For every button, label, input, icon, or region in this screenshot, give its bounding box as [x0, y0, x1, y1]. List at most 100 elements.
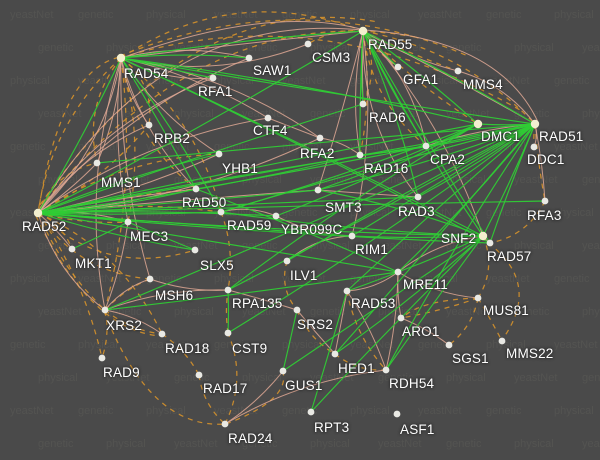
- edge-outer-arc: [37, 27, 363, 213]
- graph-node-gus1[interactable]: [279, 367, 287, 375]
- graph-node-ctf4[interactable]: [264, 114, 272, 122]
- watermark-text: physical: [242, 174, 282, 186]
- edge-coexpression: [127, 221, 196, 251]
- graph-node-xrs2[interactable]: [101, 306, 109, 314]
- watermark-text: physical: [446, 174, 486, 186]
- edge-coexpression: [120, 54, 250, 59]
- graph-node-aro1[interactable]: [397, 314, 405, 322]
- graph-node-mms22[interactable]: [498, 337, 506, 345]
- watermark-text: genetic: [146, 75, 182, 87]
- edge-coexpression: [37, 212, 353, 237]
- graph-node-rfa1[interactable]: [209, 74, 217, 82]
- graph-node-cst9[interactable]: [224, 329, 232, 337]
- edge-genetic: [534, 123, 546, 202]
- graph-node-csm3[interactable]: [304, 40, 312, 48]
- graph-node-rad18[interactable]: [158, 330, 166, 338]
- graph-node-rad50[interactable]: [192, 185, 200, 193]
- graph-node-rad24[interactable]: [221, 420, 229, 428]
- edge-coexpression: [227, 123, 536, 334]
- edge-coexpression: [489, 123, 536, 244]
- edge-coexpression: [227, 123, 536, 291]
- graph-node-saw1[interactable]: [245, 54, 253, 62]
- graph-node-msh6[interactable]: [146, 275, 154, 283]
- graph-node-sgs1[interactable]: [445, 341, 453, 349]
- edge-physical: [317, 189, 419, 198]
- edge-coexpression: [362, 30, 399, 68]
- graph-node-ddc1[interactable]: [530, 143, 538, 151]
- edge-coexpression: [120, 57, 536, 125]
- watermark-text: physical: [582, 306, 600, 318]
- graph-node-yhb1[interactable]: [215, 150, 223, 158]
- edge-coexpression: [359, 123, 536, 156]
- graph-node-srs2[interactable]: [293, 306, 301, 314]
- graph-node-mec3[interactable]: [124, 218, 132, 226]
- graph-node-rpa135[interactable]: [224, 286, 232, 294]
- edge-physical: [346, 271, 399, 292]
- edge-genetic: [477, 235, 490, 299]
- watermark-text: yeastNet: [582, 240, 600, 252]
- graph-node-rad6[interactable]: [359, 100, 367, 108]
- graph-node-mms4[interactable]: [454, 67, 462, 75]
- graph-node-dmc1[interactable]: [473, 119, 483, 129]
- edge-coexpression: [346, 123, 536, 292]
- watermark-text: genetic: [10, 339, 46, 351]
- graph-node-rad17[interactable]: [195, 371, 203, 379]
- edge-genetic: [37, 162, 98, 214]
- watermark-text: yeastNet: [554, 339, 597, 351]
- graph-node-snf2[interactable]: [478, 231, 488, 241]
- edge-physical: [37, 117, 269, 214]
- watermark-text: physical: [418, 273, 458, 285]
- graph-node-asf1[interactable]: [393, 410, 401, 418]
- edge-physical: [104, 278, 151, 311]
- graph-node-rpt3[interactable]: [307, 408, 315, 416]
- edge-coexpression: [346, 271, 399, 292]
- graph-node-rad52[interactable]: [33, 208, 43, 218]
- graph-node-rad53[interactable]: [343, 287, 351, 295]
- watermark-text: genetic: [310, 306, 346, 318]
- graph-node-rad3[interactable]: [414, 193, 422, 201]
- watermark-text: physical: [310, 438, 350, 450]
- watermark-text: yeastNet: [554, 141, 597, 153]
- watermark-text: yeastNet: [350, 141, 393, 153]
- graph-node-mre11[interactable]: [394, 268, 402, 276]
- graph-node-rpb2[interactable]: [145, 121, 153, 129]
- edge-genetic: [225, 289, 229, 334]
- watermark-text: physical: [106, 438, 146, 450]
- graph-node-mkt1[interactable]: [68, 245, 76, 253]
- edge-physical: [104, 221, 129, 311]
- graph-node-rim1[interactable]: [348, 232, 356, 240]
- watermark-text: physical: [514, 42, 554, 54]
- edge-outer-arc: [364, 29, 539, 123]
- edge-coexpression: [385, 235, 484, 371]
- graph-node-cpa2[interactable]: [422, 142, 430, 150]
- graph-node-hed1[interactable]: [331, 350, 339, 358]
- watermark-text: yeastNet: [38, 306, 81, 318]
- graph-node-rad54[interactable]: [116, 53, 126, 63]
- edge-outer-arc: [35, 215, 161, 337]
- graph-node-rad59[interactable]: [217, 208, 225, 216]
- graph-node-ilv1[interactable]: [283, 257, 291, 265]
- graph-node-smt3[interactable]: [314, 186, 322, 194]
- edge-coexpression: [362, 30, 491, 244]
- graph-node-rfa2[interactable]: [316, 134, 324, 142]
- graph-node-ybr099c[interactable]: [272, 212, 280, 220]
- graph-node-rfa3[interactable]: [541, 197, 549, 205]
- graph-node-rad51[interactable]: [530, 119, 540, 129]
- edge-outer-arc: [119, 35, 521, 111]
- graph-node-mms1[interactable]: [93, 159, 101, 167]
- graph-node-rad57[interactable]: [486, 239, 494, 247]
- graph-node-gfa1[interactable]: [394, 63, 402, 71]
- watermark-text: physical: [174, 306, 214, 318]
- edge-genetic: [224, 332, 238, 425]
- graph-node-rad9[interactable]: [98, 354, 106, 362]
- graph-node-slx5[interactable]: [191, 246, 199, 254]
- edge-genetic: [400, 297, 479, 319]
- watermark-text: yeastNet: [38, 108, 81, 120]
- edge-coexpression: [120, 30, 364, 59]
- graph-node-mus81[interactable]: [474, 294, 482, 302]
- graph-node-rad16[interactable]: [356, 151, 364, 159]
- graph-node-rdh54[interactable]: [382, 366, 390, 374]
- graph-node-rad55[interactable]: [358, 26, 368, 36]
